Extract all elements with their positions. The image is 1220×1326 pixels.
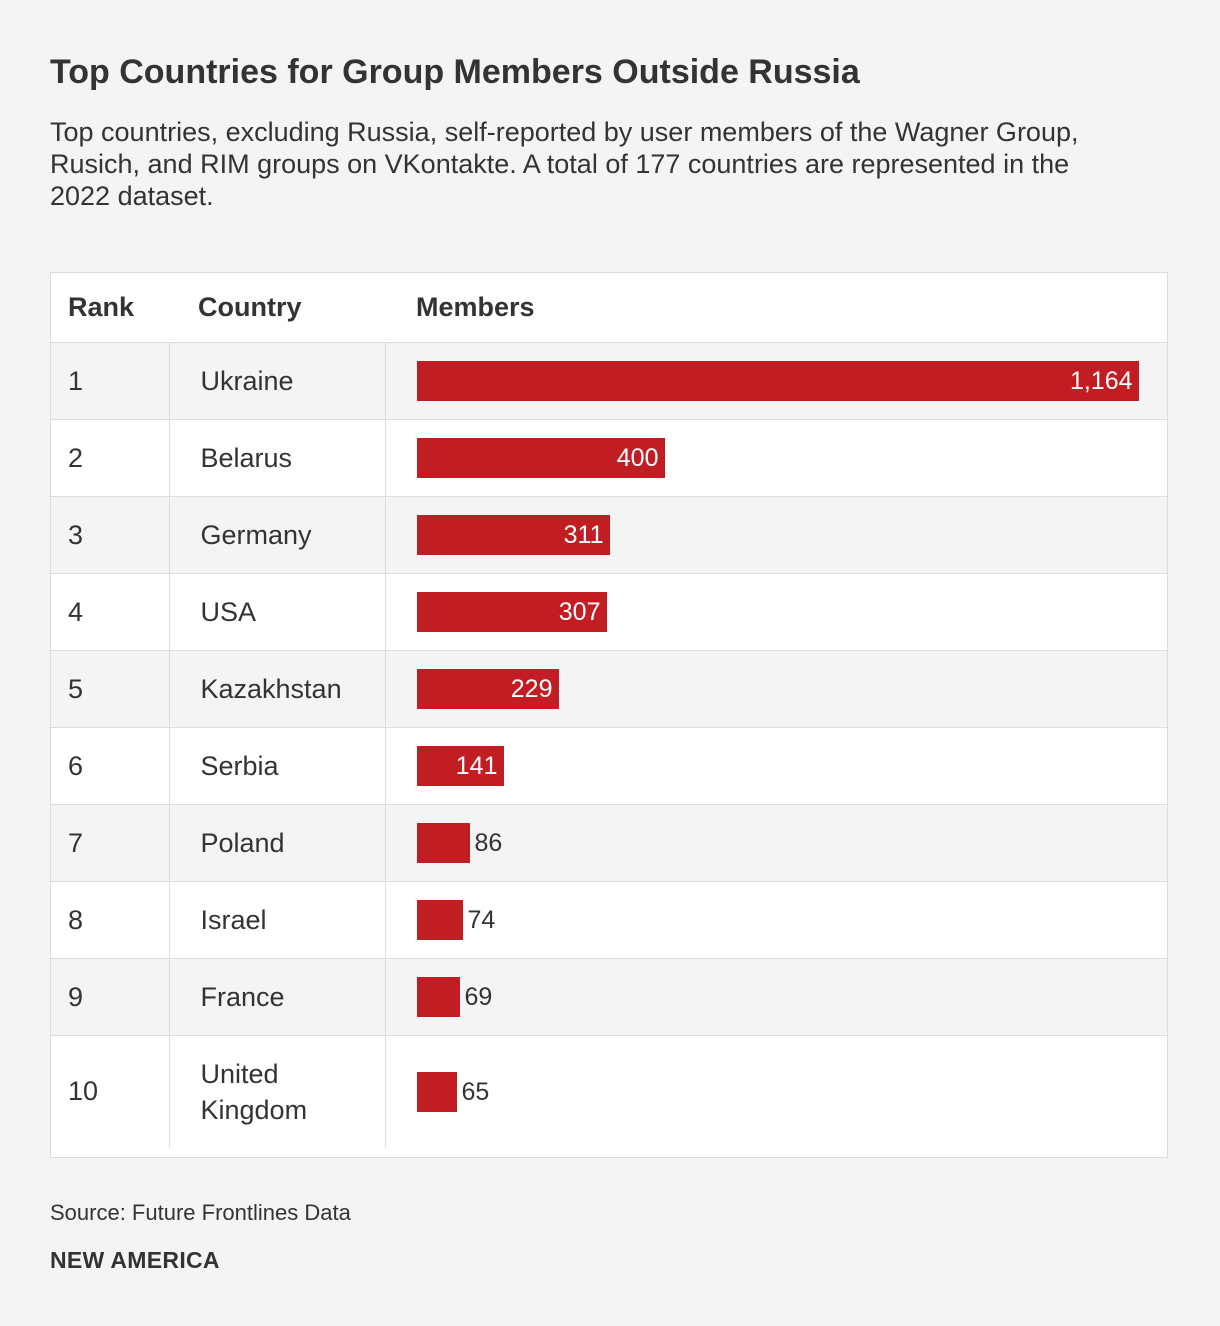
members-value-label: 1,164 (1069, 367, 1133, 395)
members-bar (416, 669, 559, 709)
table-row: 1 Ukraine 1,164 (51, 342, 1167, 420)
members-bar (416, 438, 665, 478)
rank-cell: 6 (51, 727, 170, 805)
table-row: 9 France 69 (51, 958, 1167, 1036)
country-cell: Israel (169, 881, 386, 959)
rank-cell: 2 (51, 419, 170, 497)
country-cell: Kazakhstan (169, 650, 386, 728)
rank-cell: 10 (51, 1035, 170, 1148)
members-bar (416, 1071, 457, 1112)
rank-cell: 3 (51, 496, 170, 574)
rank-cell: 4 (51, 573, 170, 651)
country-cell: France (169, 958, 386, 1036)
brand-logo: NEW AMERICA (50, 1247, 220, 1273)
members-cell: 307 (385, 573, 1167, 651)
members-bar (416, 900, 463, 940)
chart-title: Top Countries for Group Members Outside … (50, 53, 860, 91)
members-bar (416, 823, 470, 863)
members-cell: 69 (385, 958, 1167, 1036)
rank-cell: 7 (51, 804, 170, 882)
members-cell: 1,164 (385, 342, 1167, 420)
members-value-label: 400 (616, 444, 659, 472)
table-row: 3 Germany 311 (51, 496, 1167, 574)
country-cell: Serbia (169, 727, 386, 805)
members-cell: 65 (385, 1035, 1167, 1148)
table-row: 7 Poland 86 (51, 804, 1167, 882)
column-header-country: Country (169, 273, 385, 343)
members-cell: 86 (385, 804, 1167, 882)
members-value-label: 86 (474, 829, 503, 857)
members-cell: 141 (385, 727, 1167, 805)
table-row: 6 Serbia 141 (51, 727, 1167, 805)
rank-cell: 5 (51, 650, 170, 728)
column-header-rank: Rank (51, 273, 169, 343)
table-header-row: Rank Country Members (51, 273, 1167, 343)
members-value-label: 74 (467, 906, 496, 934)
members-cell: 74 (385, 881, 1167, 959)
members-value-label: 229 (510, 675, 553, 703)
members-value-label: 65 (461, 1077, 490, 1106)
members-bar (416, 746, 504, 786)
members-cell: 229 (385, 650, 1167, 728)
members-cell: 400 (385, 419, 1167, 497)
source-note: Source: Future Frontlines Data (50, 1200, 351, 1225)
country-cell: Germany (169, 496, 386, 574)
country-cell: Poland (169, 804, 386, 882)
chart-subtitle: Top countries, excluding Russia, self-re… (50, 117, 1079, 211)
members-bar (416, 515, 610, 555)
country-cell: United Kingdom (169, 1035, 386, 1148)
rank-cell: 8 (51, 881, 170, 959)
country-cell: Belarus (169, 419, 386, 497)
rank-cell: 9 (51, 958, 170, 1036)
table-row: 5 Kazakhstan 229 (51, 650, 1167, 728)
members-value-label: 311 (563, 521, 604, 549)
members-value-label: 307 (558, 598, 601, 626)
members-bar (416, 977, 460, 1017)
members-bar (416, 361, 1139, 401)
data-table: Rank Country Members 1 Ukraine 1,164 2 Belar… (50, 272, 1168, 1158)
members-bar (416, 592, 607, 632)
table-row: 2 Belarus 400 (51, 419, 1167, 497)
table-row: 4 USA 307 (51, 573, 1167, 651)
country-cell: Ukraine (169, 342, 386, 420)
members-cell: 311 (385, 496, 1167, 574)
table-row: 8 Israel 74 (51, 881, 1167, 959)
rank-cell: 1 (51, 342, 170, 420)
country-cell: USA (169, 573, 386, 651)
table-row: 10 United Kingdom 65 (51, 1035, 1167, 1148)
members-value-label: 69 (464, 983, 493, 1011)
column-header-members: Members (385, 273, 1167, 343)
members-value-label: 141 (455, 752, 498, 780)
